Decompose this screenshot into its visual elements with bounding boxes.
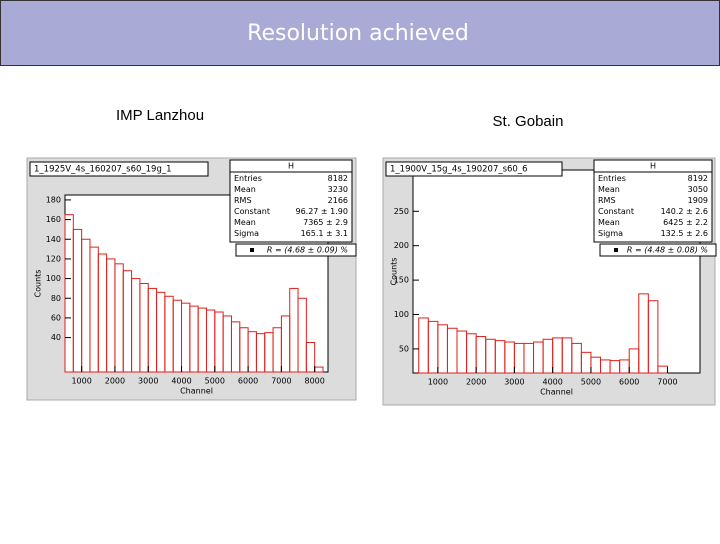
histogram-bar bbox=[297, 297, 307, 373]
y-tick-label: 50 bbox=[399, 344, 409, 353]
stats-value: 140.2 ± 2.6 bbox=[661, 207, 708, 216]
y-tick-label: 200 bbox=[394, 241, 409, 250]
y-tick-label: 160 bbox=[46, 215, 61, 224]
stats-name: Mean bbox=[234, 185, 256, 194]
stats-name: Constant bbox=[598, 207, 634, 216]
x-tick-label: 5000 bbox=[581, 378, 601, 387]
x-axis-label: Channel bbox=[540, 388, 573, 397]
x-tick-label: 2000 bbox=[466, 378, 486, 387]
y-tick-label: 180 bbox=[46, 195, 61, 204]
stats-value: 7365 ± 2.9 bbox=[303, 218, 348, 227]
caption: St. Gobain bbox=[493, 113, 564, 130]
y-axis-label: Counts bbox=[390, 258, 399, 286]
x-tick-label: 1000 bbox=[428, 378, 448, 387]
y-tick-label: 80 bbox=[51, 294, 61, 303]
stats-value: 8182 bbox=[328, 174, 348, 183]
title-box bbox=[385, 161, 563, 177]
y-tick-label: 40 bbox=[51, 333, 61, 342]
fit-box bbox=[235, 243, 357, 257]
stats-title: H bbox=[650, 162, 656, 171]
y-tick-label: 100 bbox=[46, 274, 61, 283]
stats-name: Constant bbox=[234, 207, 270, 216]
y-tick-label: 250 bbox=[394, 207, 409, 216]
fit-label: R = (4.68 ± 0.09) % bbox=[267, 246, 348, 255]
stats-name: RMS bbox=[598, 196, 616, 205]
fit-box bbox=[599, 243, 717, 257]
stats-name: Mean bbox=[598, 218, 620, 227]
caption: IMP Lanzhou bbox=[116, 107, 204, 124]
stats-box bbox=[593, 159, 713, 243]
y-tick-label: 120 bbox=[46, 254, 61, 263]
stats-title: H bbox=[288, 162, 294, 171]
y-tick-label: 150 bbox=[394, 276, 409, 285]
x-tick-label: 6000 bbox=[619, 378, 639, 387]
chart-title: 1_1925V_4s_160207_s60_19g_1 bbox=[34, 165, 172, 175]
stats-name: Mean bbox=[234, 218, 256, 227]
stats-name: Entries bbox=[598, 174, 626, 183]
stats-value: 132.5 ± 2.6 bbox=[661, 229, 708, 238]
stats-value: 3230 bbox=[328, 185, 348, 194]
x-tick-label: 7000 bbox=[657, 378, 677, 387]
histogram-bar bbox=[305, 342, 316, 373]
x-tick-label: 1000 bbox=[71, 377, 91, 386]
fit-marker bbox=[614, 248, 618, 252]
histogram-bar bbox=[647, 300, 659, 374]
slide-title: Resolution achieved bbox=[247, 21, 469, 46]
y-axis-label: Counts bbox=[34, 270, 43, 298]
y-tick-label: 60 bbox=[51, 313, 61, 322]
stats-name: Mean bbox=[598, 185, 620, 194]
y-tick-label: 100 bbox=[394, 310, 409, 319]
fit-label: R = (4.48 ± 0.08) % bbox=[627, 246, 708, 255]
stats-value: 6425 ± 2.2 bbox=[663, 218, 708, 227]
x-tick-label: 5000 bbox=[205, 377, 225, 386]
x-tick-label: 6000 bbox=[238, 377, 258, 386]
stats-box bbox=[229, 159, 353, 243]
stats-value: 96.27 ± 1.90 bbox=[295, 207, 348, 216]
header-bar bbox=[0, 0, 720, 66]
x-tick-label: 3000 bbox=[138, 377, 158, 386]
y-tick-label: 140 bbox=[46, 235, 61, 244]
title-box bbox=[29, 161, 209, 177]
x-tick-label: 4000 bbox=[171, 377, 191, 386]
x-tick-label: 8000 bbox=[305, 377, 325, 386]
stats-name: Sigma bbox=[598, 229, 623, 238]
x-tick-label: 4000 bbox=[542, 378, 562, 387]
x-axis-label: Channel bbox=[180, 387, 213, 396]
stats-value: 1909 bbox=[688, 196, 708, 205]
x-tick-label: 7000 bbox=[271, 377, 291, 386]
stats-name: Entries bbox=[234, 174, 262, 183]
stats-value: 165.1 ± 3.1 bbox=[301, 229, 348, 238]
stats-value: 2166 bbox=[328, 196, 348, 205]
stats-name: RMS bbox=[234, 196, 252, 205]
stats-value: 3050 bbox=[688, 185, 708, 194]
stats-name: Sigma bbox=[234, 229, 259, 238]
x-tick-label: 2000 bbox=[105, 377, 125, 386]
fit-marker bbox=[250, 248, 254, 252]
chart-title: 1_1900V_15g_4s_190207_s60_6 bbox=[390, 165, 528, 175]
stats-value: 8192 bbox=[688, 174, 708, 183]
x-tick-label: 3000 bbox=[504, 378, 524, 387]
